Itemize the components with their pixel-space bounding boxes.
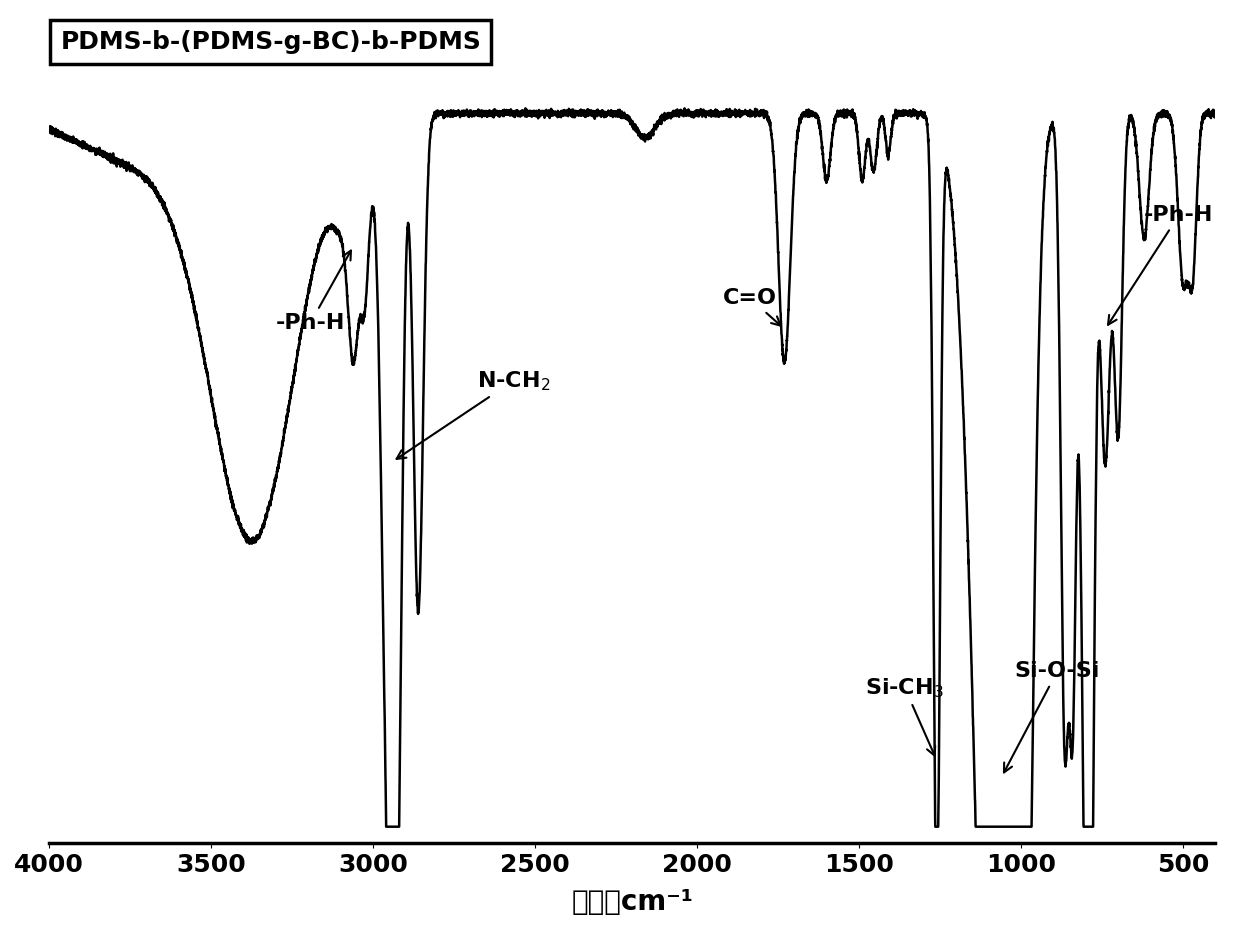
Text: N-CH$_2$: N-CH$_2$	[397, 369, 549, 458]
Text: PDMS-b-(PDMS-g-BC)-b-PDMS: PDMS-b-(PDMS-g-BC)-b-PDMS	[61, 31, 481, 55]
Text: -Ph-H: -Ph-H	[1109, 206, 1214, 325]
Text: Si-CH$_3$: Si-CH$_3$	[866, 676, 944, 756]
X-axis label: 波数，cm⁻¹: 波数，cm⁻¹	[572, 888, 693, 916]
Text: Si-O-Si: Si-O-Si	[1004, 661, 1100, 773]
Text: C=O: C=O	[723, 288, 781, 326]
Text: -Ph-H: -Ph-H	[275, 250, 351, 333]
